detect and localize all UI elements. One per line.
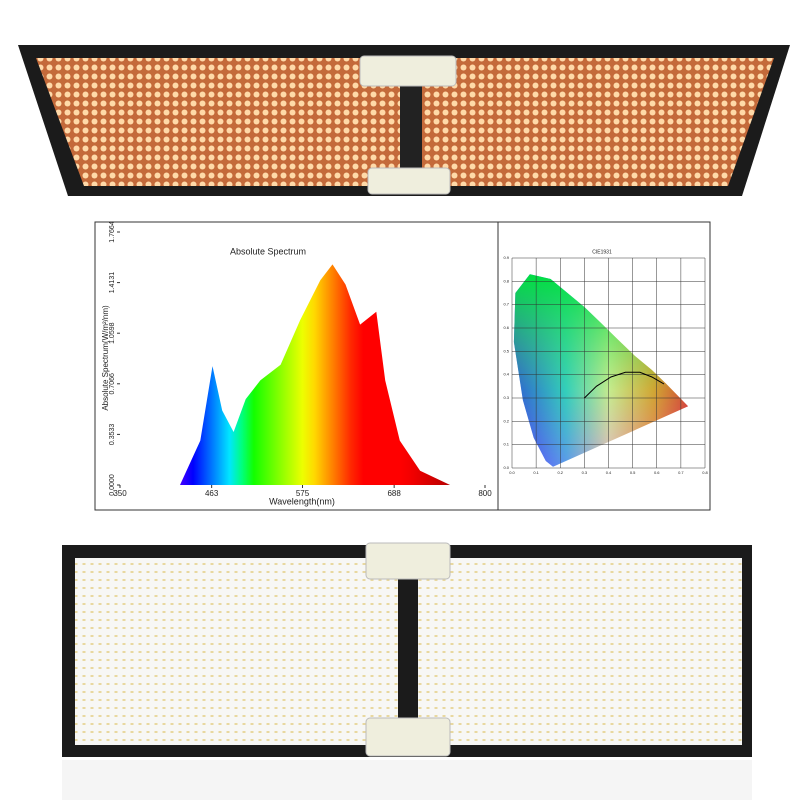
- bracket: [367, 167, 451, 195]
- x-tick-label: 0.8: [702, 470, 708, 475]
- x-tick-label: 350: [113, 489, 127, 498]
- y-tick-label: 0.4: [503, 372, 509, 377]
- x-axis-label: Wavelength(nm): [269, 496, 335, 506]
- y-tick-label: 0.1: [503, 442, 509, 447]
- bracket-bar: [400, 80, 422, 178]
- y-tick-label: 0.2: [503, 418, 509, 423]
- y-tick-label: 1.0598: [109, 322, 116, 344]
- x-tick-label: 800: [478, 489, 492, 498]
- y-tick-label: 0.9: [503, 255, 509, 260]
- x-tick-label: 0.0: [509, 470, 515, 475]
- y-tick-label: 0.6: [503, 325, 509, 330]
- y-tick-label: 0.8: [503, 278, 509, 283]
- x-tick-label: 0.5: [630, 470, 636, 475]
- bracket: [359, 55, 457, 87]
- spectrum-area: [180, 264, 451, 485]
- planckian-locus: [584, 371, 665, 399]
- x-tick-label: 575: [296, 489, 310, 498]
- y-tick-label: 0.0000: [109, 474, 116, 496]
- x-tick-label: 0.7: [678, 470, 684, 475]
- reflection: [62, 760, 752, 800]
- chart-title: Absolute Spectrum: [230, 246, 306, 256]
- y-tick-label: 0.3: [503, 395, 509, 400]
- y-tick-label: 0.3533: [109, 424, 116, 446]
- x-tick-label: 0.4: [606, 470, 612, 475]
- x-tick-label: 463: [205, 489, 219, 498]
- y-tick-label: 1.4131: [109, 272, 116, 294]
- bracket: [365, 542, 451, 580]
- led-board: [75, 558, 398, 745]
- y-tick-label: 0.0: [503, 465, 509, 470]
- y-tick-label: 1.7664: [109, 221, 116, 243]
- y-tick-label: 0.7: [503, 302, 509, 307]
- led-board: [418, 558, 742, 745]
- x-tick-label: 0.2: [557, 470, 563, 475]
- y-axis-label: Absolute Spectrum(W/m²/nm): [101, 305, 110, 411]
- y-tick-label: 0.5: [503, 348, 509, 353]
- x-tick-label: 688: [387, 489, 401, 498]
- x-tick-label: 0.3: [582, 470, 588, 475]
- x-tick-label: 0.1: [533, 470, 539, 475]
- chart-title: CIE1931: [592, 249, 612, 255]
- cie-gamut-overlay: [513, 274, 689, 467]
- bracket: [365, 717, 451, 757]
- y-tick-label: 0.7066: [109, 373, 116, 395]
- x-tick-label: 0.6: [654, 470, 660, 475]
